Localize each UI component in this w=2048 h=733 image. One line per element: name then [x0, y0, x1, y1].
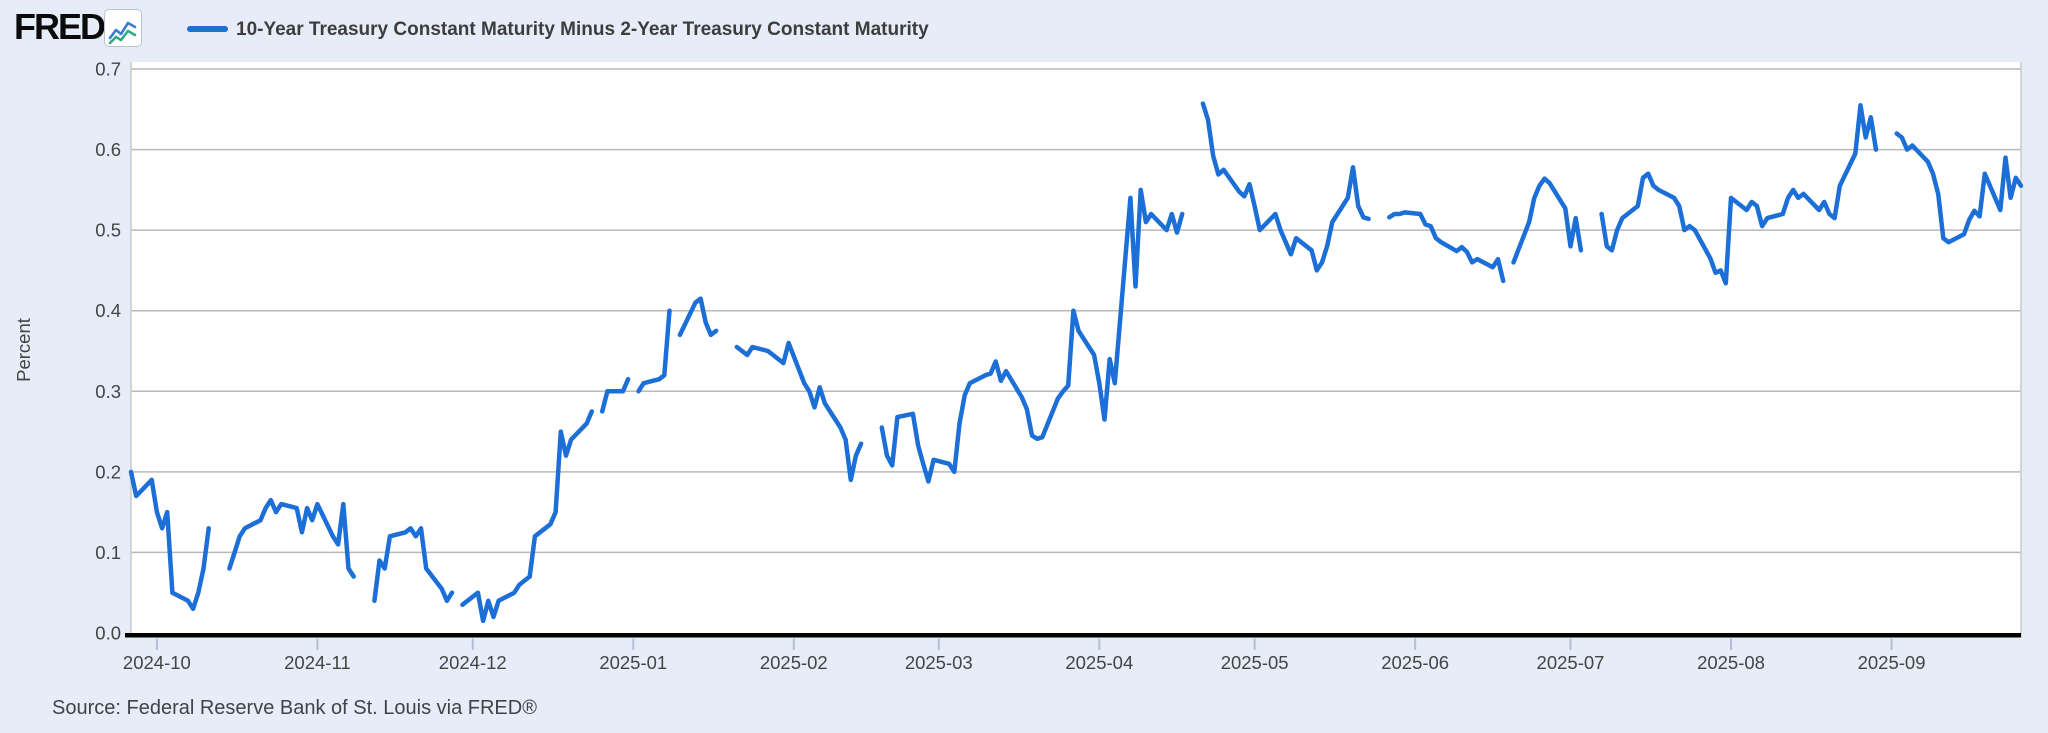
y-tick-label: 0.6 — [95, 139, 121, 160]
source-text: Source: Federal Reserve Bank of St. Loui… — [52, 697, 537, 719]
fred-logo-text: FRED — [14, 6, 106, 47]
x-tick-label: 2025-07 — [1537, 652, 1605, 673]
x-tick-label: 2025-09 — [1858, 652, 1926, 673]
header: FRED® 10-Year Treasury Constant Maturity… — [0, 0, 2048, 54]
x-tick-label: 2025-04 — [1065, 652, 1133, 673]
y-tick-label: 0.0 — [95, 623, 121, 644]
y-tick-label: 0.1 — [95, 542, 121, 563]
legend-line-swatch — [187, 26, 228, 32]
plot-area[interactable] — [131, 62, 2021, 638]
y-tick-label: 0.7 — [95, 59, 121, 80]
x-tick-label: 2025-03 — [905, 652, 973, 673]
x-tick-label: 2024-10 — [123, 652, 191, 673]
x-tick-label: 2025-06 — [1381, 652, 1449, 673]
y-axis-title: Percent — [13, 318, 34, 382]
x-axis-line — [125, 633, 2021, 638]
y-tick-label: 0.5 — [95, 220, 121, 241]
y-tick-label: 0.3 — [95, 381, 121, 402]
x-tick-label: 2024-11 — [284, 652, 351, 673]
fred-chart-icon — [104, 9, 142, 47]
x-tick-label: 2025-05 — [1221, 652, 1289, 673]
y-tick-label: 0.2 — [95, 461, 121, 482]
x-tick-label: 2025-08 — [1697, 652, 1765, 673]
x-tick-label: 2025-02 — [760, 652, 828, 673]
data-line[interactable] — [128, 101, 2024, 624]
x-tick-label: 2024-12 — [439, 652, 507, 673]
y-tick-label: 0.4 — [95, 300, 121, 321]
series-title: 10-Year Treasury Constant Maturity Minus… — [236, 19, 929, 40]
x-tick-label: 2025-01 — [599, 652, 667, 673]
